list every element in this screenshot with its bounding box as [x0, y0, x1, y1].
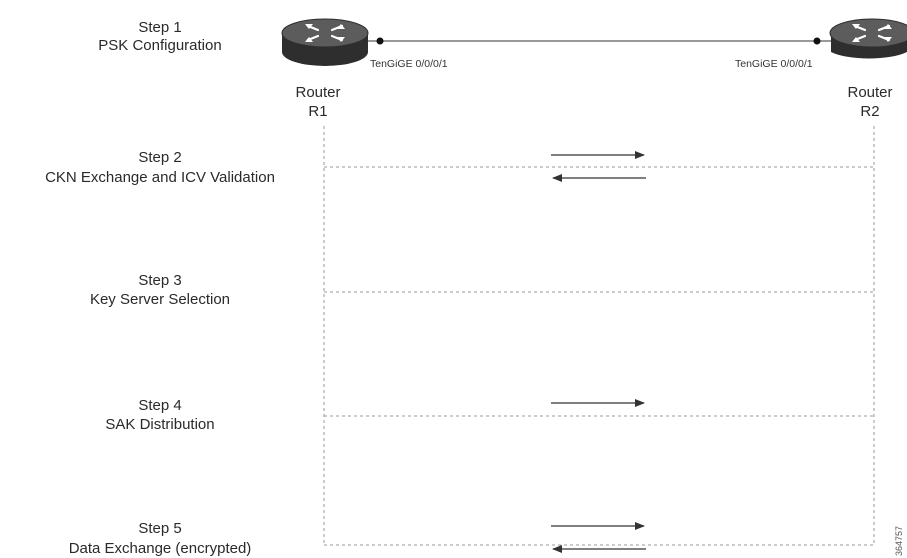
- router-r2-label-line1: Router: [847, 84, 892, 101]
- router-r1-label-line2: R1: [308, 103, 327, 120]
- step1-title: PSK Configuration: [98, 37, 221, 54]
- step3-number: Step 3: [138, 272, 181, 289]
- step3-title: Key Server Selection: [90, 291, 230, 308]
- router-r1-label-line1: Router: [295, 84, 340, 101]
- step5-title: Data Exchange (encrypted): [69, 540, 252, 557]
- router-r2-label-line2: R2: [860, 103, 879, 120]
- r2-interface-label: TenGiGE 0/0/0/1: [735, 58, 813, 70]
- step2-title: CKN Exchange and ICV Validation: [45, 169, 275, 186]
- figure-id: 364757: [894, 526, 904, 556]
- step2-number: Step 2: [138, 149, 181, 166]
- r1-interface-label: TenGiGE 0/0/0/1: [370, 58, 448, 70]
- step5-number: Step 5: [138, 520, 181, 537]
- step4-number: Step 4: [138, 397, 181, 414]
- router-r1-icon: [281, 18, 369, 66]
- r2-port-dot: [813, 37, 821, 45]
- router-r2-icon: [829, 18, 907, 59]
- step1-number: Step 1: [138, 19, 181, 36]
- step4-title: SAK Distribution: [105, 416, 214, 433]
- r1-port-dot: [376, 37, 384, 45]
